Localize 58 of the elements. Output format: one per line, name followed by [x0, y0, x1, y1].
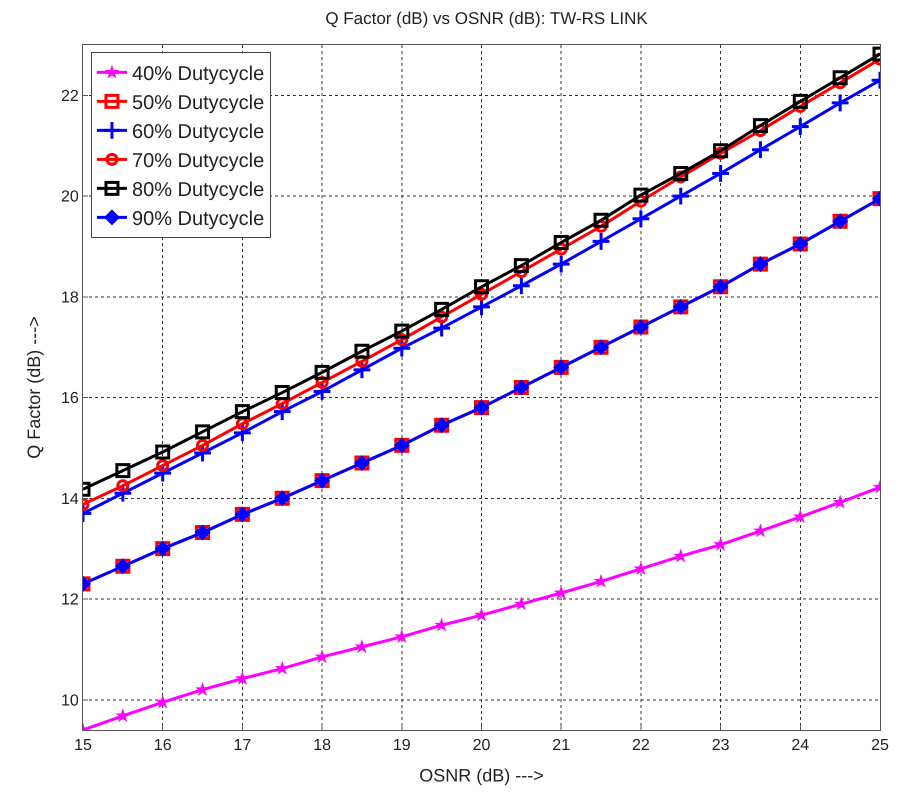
x-tick-label: 19 — [392, 737, 411, 754]
legend-label: 40% Dutycycle — [132, 63, 264, 86]
point — [670, 186, 691, 206]
y-tick-label: 20 — [61, 188, 79, 206]
x-tick-label: 25 — [871, 737, 889, 754]
point — [155, 444, 170, 460]
point — [591, 232, 611, 252]
legend-label: 90% Dutycycle — [132, 208, 264, 230]
point — [314, 364, 330, 380]
y-tick-label: 12 — [61, 592, 79, 609]
x-tick-label: 22 — [632, 737, 650, 754]
x-tick-label: 18 — [313, 737, 332, 754]
point — [116, 479, 130, 492]
point — [752, 118, 768, 134]
point — [115, 463, 130, 478]
point — [750, 140, 770, 160]
point — [234, 404, 250, 420]
point — [474, 279, 489, 294]
x-tick-label: 17 — [234, 737, 252, 754]
y-tick-label: 10 — [61, 692, 79, 710]
point — [394, 324, 410, 339]
point — [511, 276, 532, 296]
y-axis-title: Q Factor (dB) ---> — [24, 316, 44, 459]
point — [594, 212, 609, 228]
point — [274, 385, 290, 400]
point — [156, 459, 170, 472]
legend-label: 70% Dutycycle — [132, 150, 264, 172]
legend-label: 60% Dutycycle — [132, 121, 264, 144]
y-tick-label: 22 — [61, 88, 79, 105]
x-tick-label: 24 — [791, 737, 810, 754]
x-tick-label: 16 — [154, 737, 172, 754]
y-tick-label: 16 — [61, 390, 79, 408]
legend-label: 50% Dutycycle — [132, 92, 264, 114]
point — [196, 438, 210, 452]
y-tick-label: 14 — [61, 490, 79, 508]
point — [792, 94, 808, 109]
point — [633, 188, 648, 203]
point — [195, 424, 210, 440]
point — [551, 254, 572, 274]
x-tick-label: 15 — [74, 737, 92, 754]
point — [713, 143, 728, 158]
x-tick-label: 20 — [472, 737, 490, 754]
chart-title: Q Factor (dB) vs OSNR (dB): TW-RS LINK — [325, 8, 648, 28]
point — [434, 302, 450, 317]
point — [830, 93, 850, 113]
point — [790, 116, 810, 136]
point — [710, 164, 730, 184]
point — [631, 208, 651, 229]
x-axis-title: OSNR (dB) ---> — [419, 765, 544, 786]
point — [673, 166, 688, 181]
x-tick-label: 21 — [552, 737, 570, 754]
point — [832, 70, 848, 86]
y-tick-label: 18 — [61, 289, 79, 306]
point — [354, 344, 370, 359]
x-tick-label: 23 — [712, 737, 730, 754]
point — [554, 234, 569, 250]
legend-label: 80% Dutycycle — [132, 179, 264, 202]
point — [514, 258, 529, 274]
